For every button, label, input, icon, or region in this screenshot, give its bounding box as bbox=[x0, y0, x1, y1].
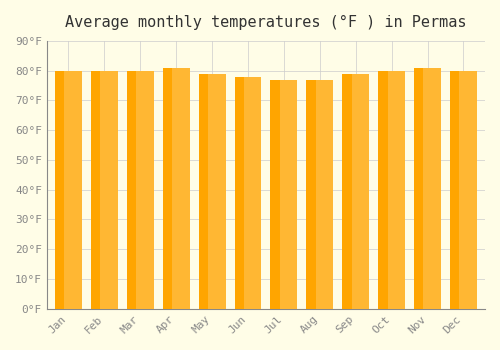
Bar bbox=[450, 71, 477, 309]
Title: Average monthly temperatures (°F ) in Permas: Average monthly temperatures (°F ) in Pe… bbox=[65, 15, 466, 30]
Bar bbox=[55, 71, 82, 309]
Bar bbox=[127, 71, 154, 309]
Bar bbox=[198, 74, 208, 309]
Bar bbox=[91, 71, 101, 309]
Bar bbox=[378, 71, 388, 309]
Bar bbox=[198, 74, 226, 309]
Bar bbox=[414, 68, 424, 309]
Bar bbox=[234, 77, 244, 309]
Bar bbox=[162, 68, 172, 309]
Bar bbox=[270, 79, 297, 309]
Bar bbox=[414, 68, 441, 309]
Bar bbox=[270, 79, 280, 309]
Bar bbox=[127, 71, 136, 309]
Bar bbox=[342, 74, 369, 309]
Bar bbox=[306, 79, 334, 309]
Bar bbox=[91, 71, 118, 309]
Bar bbox=[306, 79, 316, 309]
Bar bbox=[162, 68, 190, 309]
Bar bbox=[55, 71, 64, 309]
Bar bbox=[378, 71, 405, 309]
Bar bbox=[450, 71, 460, 309]
Bar bbox=[234, 77, 262, 309]
Bar bbox=[342, 74, 351, 309]
